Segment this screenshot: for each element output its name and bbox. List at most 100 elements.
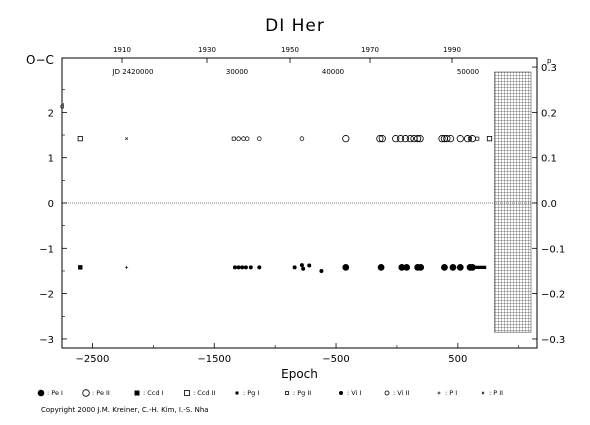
legend-label: : Pg I	[243, 389, 260, 397]
right-tick-label: 0.3	[541, 63, 557, 74]
data-point	[443, 135, 451, 143]
y-tick-label: −3	[39, 335, 54, 346]
legend-item: : Ccd II	[183, 389, 215, 397]
legend-item: : Vi I	[337, 389, 361, 397]
data-point	[406, 135, 414, 143]
right-tick-label: −0.1	[541, 244, 565, 255]
data-point	[468, 136, 472, 141]
data-point	[401, 135, 410, 143]
data-point	[469, 263, 476, 271]
data-point	[456, 263, 464, 271]
right-tick-label: 0.0	[541, 199, 557, 210]
legend-marker-icon	[184, 390, 190, 396]
y-tick-label: −2	[39, 290, 54, 301]
data-point	[236, 136, 241, 141]
legend-marker-icon	[134, 390, 140, 396]
legend-marker-icon	[384, 390, 390, 396]
data-point	[475, 136, 480, 141]
top-jd-label: 30000	[226, 68, 248, 76]
data-point	[342, 263, 350, 271]
data-point	[416, 135, 424, 143]
legend-marker-icon	[235, 391, 239, 395]
legend-marker-icon	[437, 391, 441, 395]
top-year-label: 1990	[443, 46, 461, 54]
top-jd-label: 40000	[322, 68, 344, 76]
data-point	[125, 137, 129, 141]
legend-item: : Pg II	[283, 389, 311, 397]
data-point	[403, 263, 411, 271]
data-point	[299, 136, 305, 141]
legend-label: : Ccd II	[193, 389, 216, 397]
data-point	[243, 265, 248, 270]
top-year-label: 1950	[281, 46, 299, 54]
legend-label: : Pg II	[293, 389, 312, 397]
y-tick-label: 2	[48, 108, 54, 119]
legend-label: : Pe II	[92, 389, 110, 397]
legend-item: : Vi II	[383, 389, 409, 397]
data-point	[241, 136, 246, 141]
data-point	[480, 265, 484, 269]
copyright-text: Copyright 2000 J.M. Kreiner, C.-H. Kim, …	[41, 406, 209, 414]
legend-label: : Pe I	[47, 389, 63, 397]
data-point	[77, 136, 83, 142]
top-year-label: 1930	[198, 46, 216, 54]
x-axis-label: Epoch	[281, 367, 318, 381]
legend-marker-icon	[339, 391, 343, 395]
legend-marker-icon	[481, 391, 485, 395]
legend-label: : Vi I	[347, 389, 362, 397]
data-point	[483, 265, 487, 269]
right-tick-label: −0.3	[541, 335, 565, 346]
data-point	[449, 263, 457, 271]
chart-title: DI Her	[265, 16, 325, 36]
right-unit-label: p	[547, 57, 552, 65]
data-point	[240, 265, 245, 270]
data-point	[398, 263, 406, 271]
top-year-label: 1910	[113, 46, 131, 54]
right-tick-label: −0.2	[541, 290, 565, 301]
data-point	[301, 266, 306, 271]
top-jd-label: 50000	[457, 68, 479, 76]
data-point	[486, 136, 493, 142]
y-tick-label: 0	[48, 199, 54, 210]
legend-marker-icon	[285, 391, 289, 395]
data-point	[396, 135, 405, 143]
x-tick-label: −1500	[197, 354, 231, 365]
y-tick-label: 1	[48, 154, 54, 165]
legend-item: : Ccd I	[133, 389, 163, 397]
y-axis-label: O−C	[26, 53, 54, 67]
legend-label: : Vi II	[393, 389, 410, 397]
legend-item: : P II	[479, 389, 503, 397]
legend-item: : Pe I	[37, 389, 63, 397]
data-point	[244, 136, 250, 141]
data-point	[319, 268, 324, 273]
data-point	[231, 136, 236, 141]
data-point	[456, 135, 464, 143]
data-point	[342, 135, 350, 143]
data-point	[257, 265, 262, 270]
data-point	[463, 135, 472, 143]
data-point	[232, 265, 237, 270]
legend-item: : Pg I	[233, 389, 259, 397]
legend-label: : P II	[489, 389, 504, 397]
legend-label: : P I	[445, 389, 458, 397]
right-tick-label: 0.2	[541, 108, 557, 119]
y-unit-label: d	[60, 102, 64, 110]
data-point	[299, 263, 304, 268]
data-point	[248, 265, 253, 270]
legend-item: : Pe II	[82, 389, 110, 397]
plot-frame	[61, 57, 538, 349]
data-point	[441, 263, 448, 271]
data-point	[478, 265, 482, 269]
x-tick-label: 500	[448, 354, 467, 365]
data-point	[378, 135, 386, 143]
data-point	[257, 136, 262, 141]
legend-label: : Ccd I	[143, 389, 164, 397]
data-point	[446, 135, 455, 143]
data-point	[414, 135, 422, 143]
data-point	[376, 135, 384, 143]
legend-marker-icon	[37, 389, 45, 397]
data-point	[417, 263, 425, 271]
data-point	[292, 265, 297, 270]
x-tick-label: −2500	[76, 354, 110, 365]
